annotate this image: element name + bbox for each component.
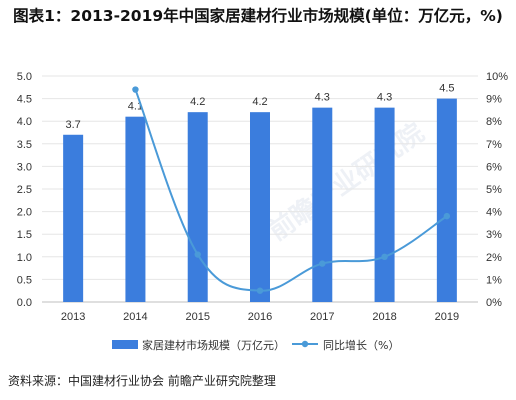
right-tick-label: 0%	[486, 297, 502, 309]
bar-value-label: 4.5	[439, 83, 454, 95]
left-tick-label: 1.5	[17, 229, 32, 241]
bar-value-label: 4.3	[377, 92, 392, 104]
x-axis: 2013 2014 2015 2016 2017 2018 2019	[61, 311, 459, 323]
left-tick-label: 4.0	[17, 116, 32, 128]
legend-bar-label: 家居建材市场规模（万亿元）	[142, 338, 285, 352]
left-tick-label: 2.0	[17, 207, 32, 219]
watermark: 前瞻产业研究院	[263, 117, 430, 247]
growth-line	[134, 89, 448, 292]
bar-value-label: 4.2	[252, 96, 267, 108]
bar	[374, 107, 395, 302]
bar	[187, 112, 208, 302]
right-tick-label: 9%	[486, 94, 502, 106]
growth-point	[381, 253, 388, 260]
left-axis: 0.0 0.5 1.0 1.5 2.0 2.5 3.0 3.5 4.0 4.5 5.0	[17, 71, 32, 309]
bar-value-label: 3.7	[65, 119, 80, 131]
legend-line-label: 同比增长（%）	[323, 338, 399, 352]
right-tick-label: 7%	[486, 139, 502, 151]
x-tick-label: 2013	[61, 311, 85, 323]
left-tick-label: 0.5	[17, 274, 32, 286]
left-tick-label: 2.5	[17, 184, 32, 196]
left-tick-label: 1.0	[17, 252, 32, 264]
growth-point	[256, 287, 264, 294]
left-tick-label: 5.0	[17, 71, 32, 83]
source-note: 资料来源：中国建材行业协会 前瞻产业研究院整理	[8, 374, 276, 388]
legend: 家居建材市场规模（万亿元） 同比增长（%）	[112, 338, 399, 352]
right-tick-label: 1%	[486, 274, 502, 286]
right-tick-label: 3%	[486, 229, 502, 241]
right-tick-label: 10%	[486, 71, 508, 83]
growth-point	[443, 212, 451, 220]
bar	[250, 112, 270, 302]
bar-series: 3.7 4.1 4.2 4.2 4.3 4.3 4.5	[63, 83, 457, 303]
bar	[436, 98, 457, 302]
chart-title: 图表1：2013-2019年中国家居建材行业市场规模(单位：万亿元，%)	[13, 7, 503, 25]
x-tick-label: 2019	[435, 311, 459, 323]
growth-point	[194, 251, 201, 258]
right-tick-label: 4%	[486, 207, 502, 219]
bar	[63, 134, 84, 302]
right-tick-label: 8%	[486, 116, 502, 128]
bar	[125, 116, 146, 303]
bar-value-label: 4.1	[128, 101, 143, 113]
left-tick-label: 3.5	[17, 139, 32, 151]
x-tick-label: 2018	[372, 311, 396, 323]
right-axis: 0% 1% 2% 3% 4% 5% 6% 7% 8% 9% 10%	[486, 71, 508, 309]
legend-bar-swatch	[112, 340, 138, 349]
x-tick-label: 2014	[123, 311, 147, 323]
line-series	[132, 86, 451, 294]
x-tick-label: 2017	[310, 311, 334, 323]
right-tick-label: 2%	[486, 252, 502, 264]
bar-value-label: 4.2	[190, 96, 205, 108]
right-tick-label: 5%	[486, 184, 502, 196]
left-tick-label: 4.5	[17, 94, 32, 106]
growth-point	[132, 86, 139, 93]
x-tick-label: 2016	[248, 311, 272, 323]
left-tick-label: 3.0	[17, 161, 32, 173]
growth-point	[319, 260, 326, 267]
left-tick-label: 0.0	[17, 297, 32, 309]
right-tick-label: 6%	[486, 161, 502, 173]
legend-line-marker	[301, 340, 309, 348]
x-tick-label: 2015	[185, 311, 209, 323]
bar-value-label: 4.3	[315, 92, 330, 104]
bar	[312, 107, 333, 302]
